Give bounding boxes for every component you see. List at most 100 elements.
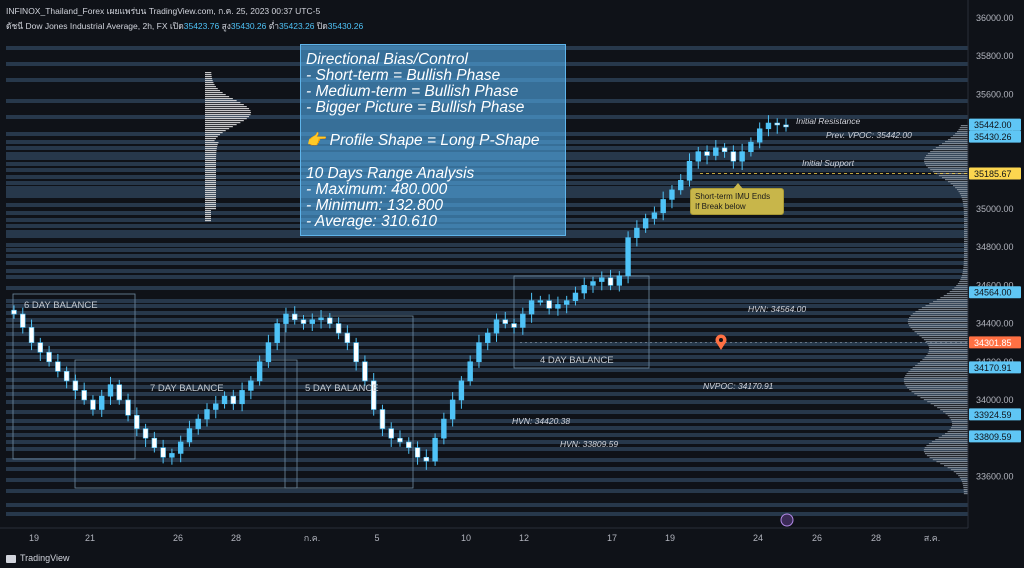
candle-body [634,227,640,238]
volume-profile-bar [205,118,247,120]
volume-profile-bar [962,271,968,273]
volume-profile-bar [924,357,968,359]
volume-profile-bar [963,259,968,261]
y-tick-label: 36000.00 [976,13,1014,23]
volume-profile-bar [929,303,968,305]
candle-body [90,399,96,410]
volume-profile-bar [963,257,968,259]
volume-profile-bar [923,449,968,451]
candle-body [134,414,140,429]
volume-profile-bar [936,461,968,463]
volume-profile-bar [205,134,220,136]
price-tag [969,361,1021,374]
volume-profile-bar [949,291,968,293]
volume-profile-bar [205,112,251,114]
balance-label: 4 DAY BALANCE [540,355,614,366]
level-band [6,392,968,396]
volume-profile-bar [945,179,968,181]
candle-body [695,151,701,162]
tradingview-logo[interactable]: TradingView [6,553,70,563]
volume-profile-bar [961,479,968,481]
candle-body [107,384,114,397]
volume-profile-bar [205,168,217,170]
volume-profile-bar [962,483,968,485]
volume-profile-bar [205,104,244,106]
balance-label: 6 DAY BALANCE [24,300,98,311]
candle-body [125,399,131,416]
candle-body [309,319,315,324]
volume-profile-bar [963,229,968,231]
candle-body [599,277,605,282]
volume-profile-bar [924,163,968,165]
volume-profile-bar [920,397,968,399]
volume-profile-bar [927,343,968,345]
volume-profile-bar [958,475,968,477]
candle-body [607,277,614,286]
volume-profile-bar [960,195,968,197]
note-line: 👉 Profile Shape = Long P-Shape [306,132,540,149]
volume-profile-bar [205,172,217,174]
low-label: ต่ำ [268,21,280,31]
directional-bias-note[interactable]: Directional Bias/Control - Short-term = … [300,44,566,236]
volume-profile-bar [935,173,968,175]
volume-profile-bar [205,110,251,112]
candle-body [520,313,526,328]
volume-profile-bar [933,301,968,303]
volume-profile-bar [963,223,968,225]
level-band [6,234,968,238]
candle-body [335,323,342,334]
imu-callout[interactable]: Short-term IMU Ends If Break below [690,183,784,215]
volume-profile-bar [926,355,968,357]
volume-profile-bar [950,419,968,421]
y-tick-label: 35600.00 [976,89,1014,99]
level-band [6,324,968,328]
volume-profile-bar [921,337,968,339]
candle-body [414,447,421,458]
volume-profile-bar [205,182,217,184]
candle-body [177,441,184,454]
level-band [6,349,968,353]
level-band [6,503,968,507]
volume-profile-bar [935,147,968,149]
level-band [6,440,968,444]
candle-body [28,327,35,343]
volume-profile-bar [923,339,968,341]
open-label: เปิด [169,21,184,31]
volume-profile-bar [963,233,968,235]
volume-profile-bar [205,102,241,104]
volume-profile-bar [929,457,968,459]
x-tick-label: ส.ค. [924,533,941,543]
volume-profile-bar [949,429,968,431]
volume-profile-bar [956,473,968,475]
level-band [6,368,968,372]
candle-body [213,403,219,410]
balance-label: 5 DAY BALANCE [305,383,379,394]
volume-profile-bar [963,231,968,233]
x-tick-label: ก.ค. [304,533,320,543]
volume-profile-bar [926,455,968,457]
volume-profile-bar [963,255,968,257]
volume-profile-bar [947,415,968,417]
volume-profile-bar [205,128,230,130]
balance-label: 7 DAY BALANCE [150,383,224,394]
candle-body [651,212,658,219]
volume-profile-bar [963,215,968,217]
volume-profile-bar [961,275,968,277]
price-tag [969,167,1021,180]
candle-body [546,300,552,309]
volume-profile-bar [205,160,217,162]
volume-profile-bar [915,365,968,367]
level-annotation: NVPOC: 34170.91 [703,381,774,391]
volume-profile-bar [205,130,226,132]
volume-profile-bar [905,385,968,387]
high-label: สูง [221,21,231,31]
balance-box [12,293,136,460]
price-tag [969,118,1021,131]
volume-profile-bar [907,321,968,323]
close-value: 35430.26 [327,21,364,31]
volume-profile-bar [909,317,968,319]
volume-profile-bar [962,199,968,201]
volume-profile-bar [205,86,216,88]
volume-profile-bar [925,341,968,343]
volume-profile-bar [909,389,968,391]
